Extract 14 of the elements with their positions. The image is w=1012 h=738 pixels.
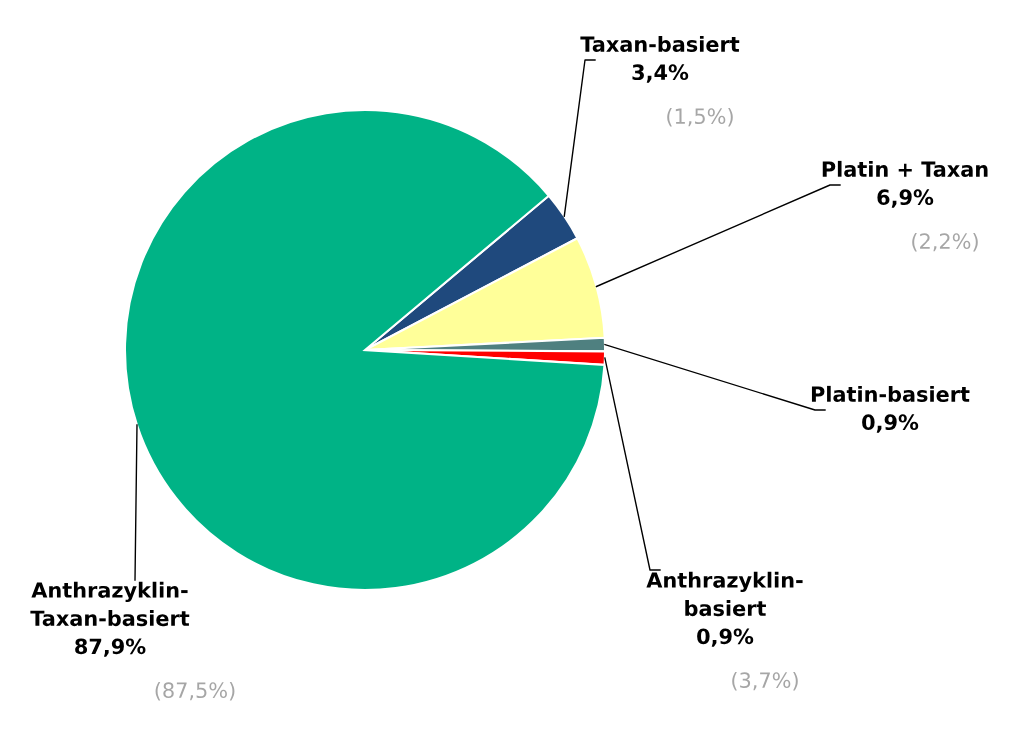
slice-label: Anthrazyklin-basiert: [646, 571, 803, 617]
data-label: 0,9%: [862, 414, 919, 433]
slice-label: Platin-basiert: [811, 385, 970, 403]
text: (87,5%): [155, 681, 235, 701]
slice-label: Taxan-basiert: [580, 35, 740, 53]
data-label: 3,4%: [632, 64, 689, 83]
data-label: 6,9%: [877, 189, 934, 208]
data-label: 0,9%: [697, 628, 754, 647]
text: (3,7%): [732, 671, 798, 691]
slice-label: Anthrazyklin-Taxan-basiert: [30, 581, 190, 627]
text: (2,2%): [912, 232, 978, 252]
text: (1,5%): [667, 107, 733, 127]
data-label: 87,9%: [75, 638, 146, 657]
slice-label: Platin + Taxan: [822, 160, 988, 178]
